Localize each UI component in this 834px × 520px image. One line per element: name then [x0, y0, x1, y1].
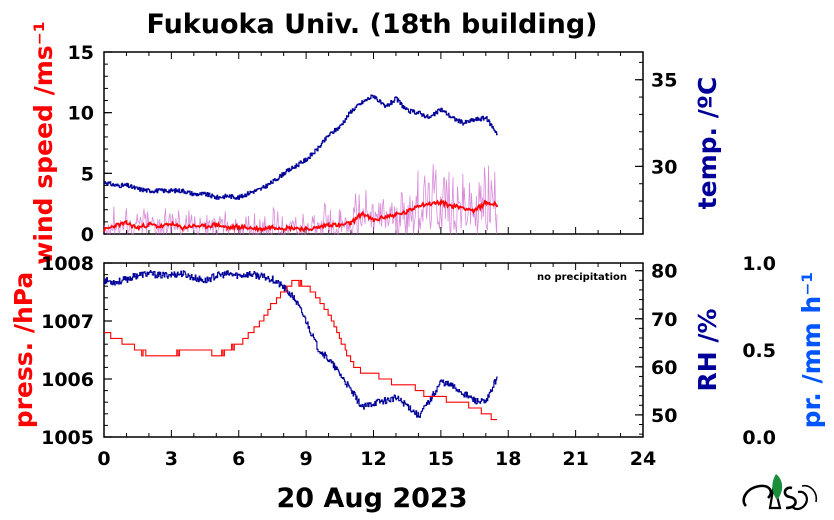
temperature-tick-label: 35	[651, 70, 677, 92]
wind-speed-line	[103, 198, 498, 233]
no-precipitation-note: no precipitation	[537, 272, 627, 283]
wind-speed-tick-label: 10	[68, 103, 94, 125]
humidity-line	[104, 269, 498, 418]
x-tick-label: 15	[428, 448, 454, 470]
wind-speed-tick-label: 0	[81, 224, 94, 246]
temperature-axis-label: temp. /ºC	[693, 77, 722, 210]
precipitation-axis-label: pr. /mm h⁻¹	[797, 272, 826, 429]
bottom-panel: 1005 1006 1007 1008 50 60 70 80 0.0 0.5 1.0 no pre…	[9, 253, 826, 449]
x-tick-label: 24	[630, 448, 656, 470]
logo	[742, 474, 818, 511]
top-panel-ticks: 0 5 10 15 30 35	[68, 42, 678, 246]
chart-title: Fukuoka Univ. (18th building)	[146, 9, 597, 40]
bottom-panel-ticks: 1005 1006 1007 1008 50 60 70 80 0.0 0.5 1.0	[41, 253, 776, 449]
pressure-tick-label: 1007	[41, 311, 94, 333]
wind-speed-tick-label: 5	[81, 163, 94, 185]
pressure-line	[104, 279, 497, 421]
pressure-axis-label: press. /hPa	[9, 272, 38, 429]
logo-leaf-icon	[772, 474, 783, 500]
pressure-tick-label: 1008	[41, 253, 94, 275]
humidity-tick-label: 80	[651, 261, 677, 283]
x-tick-label: 3	[165, 448, 178, 470]
humidity-axis-label: RH /%	[693, 308, 722, 391]
date-label: 20 Aug 2023	[277, 483, 468, 514]
x-tick-label: 0	[97, 448, 110, 470]
wind-speed-axis-label: wind speed /ms⁻¹	[29, 21, 58, 265]
x-tick-label: 21	[562, 448, 588, 470]
x-axis-tick-labels: 0 3 6 9 12 15 18 21 24	[97, 448, 656, 470]
x-tick-label: 6	[232, 448, 245, 470]
temperature-line	[104, 94, 498, 200]
temperature-tick-label: 30	[651, 156, 677, 178]
pressure-tick-label: 1005	[41, 427, 94, 449]
top-panel: 0 5 10 15 30 35 wind speed /ms⁻¹ temp. /ºC	[29, 21, 722, 265]
humidity-tick-label: 50	[651, 405, 677, 427]
pressure-tick-label: 1006	[41, 369, 94, 391]
humidity-tick-label: 60	[651, 357, 677, 379]
precipitation-tick-label: 0.5	[742, 340, 776, 362]
x-tick-label: 18	[495, 448, 521, 470]
precipitation-tick-label: 0.0	[742, 427, 776, 449]
humidity-tick-label: 70	[651, 309, 677, 331]
wind-speed-tick-label: 15	[68, 42, 94, 64]
x-tick-label: 12	[360, 448, 386, 470]
wind-speed-raw-line	[103, 164, 498, 236]
precipitation-tick-label: 1.0	[742, 253, 776, 275]
x-tick-label: 9	[300, 448, 313, 470]
